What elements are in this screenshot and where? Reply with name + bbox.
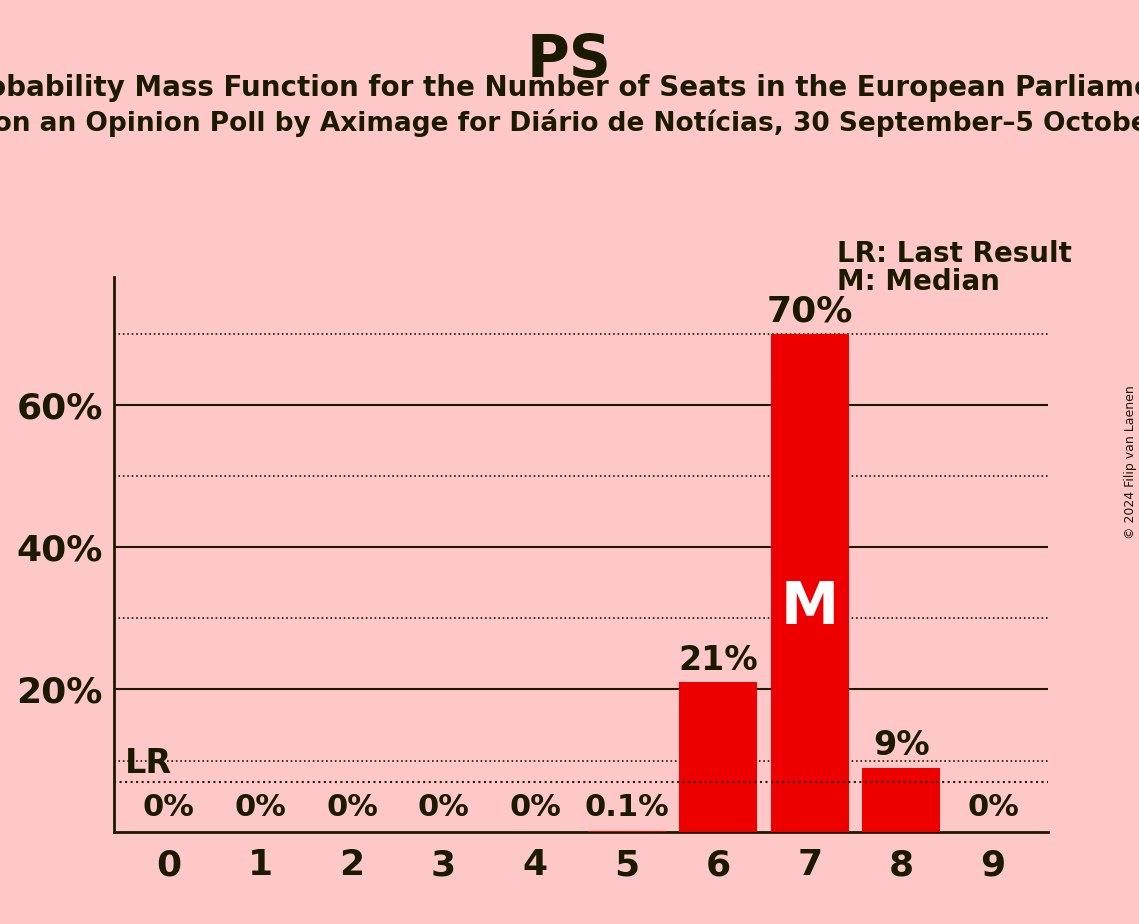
Text: LR: Last Result: LR: Last Result [837, 240, 1072, 268]
Bar [679, 682, 757, 832]
Text: M: Median: M: Median [837, 268, 1000, 296]
Text: 0%: 0% [509, 794, 562, 822]
Text: LR: LR [125, 747, 172, 780]
Bar [771, 334, 849, 832]
Text: 0%: 0% [326, 794, 378, 822]
Text: M: M [780, 579, 838, 637]
Text: 0%: 0% [967, 794, 1019, 822]
Text: Probability Mass Function for the Number of Seats in the European Parliament: Probability Mass Function for the Number… [0, 74, 1139, 102]
Bar [862, 768, 941, 832]
Text: 9%: 9% [874, 729, 929, 762]
Text: 0%: 0% [142, 794, 195, 822]
Text: 0%: 0% [418, 794, 469, 822]
Text: 0.1%: 0.1% [584, 794, 669, 822]
Text: © 2024 Filip van Laenen: © 2024 Filip van Laenen [1124, 385, 1137, 539]
Text: 0%: 0% [235, 794, 286, 822]
Text: PS: PS [527, 32, 612, 90]
Text: Based on an Opinion Poll by Aximage for Diário de Notícias, 30 September–5 Octob: Based on an Opinion Poll by Aximage for … [0, 109, 1139, 137]
Text: 21%: 21% [679, 644, 759, 676]
Text: 70%: 70% [767, 295, 853, 328]
